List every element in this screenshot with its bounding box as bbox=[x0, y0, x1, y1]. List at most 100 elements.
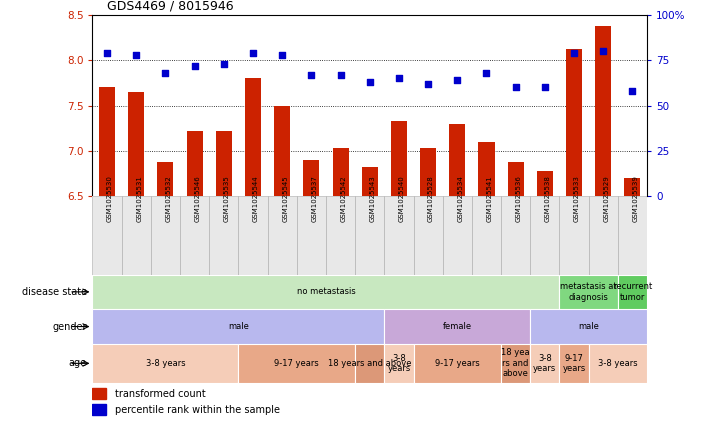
Bar bbox=[296, 196, 326, 275]
Bar bbox=[530, 309, 647, 344]
Bar bbox=[274, 106, 290, 196]
Bar bbox=[566, 49, 582, 196]
Text: GSM1025543: GSM1025543 bbox=[370, 175, 375, 222]
Text: 9-17 years: 9-17 years bbox=[274, 359, 319, 368]
Bar bbox=[501, 196, 530, 275]
Text: GSM1025540: GSM1025540 bbox=[399, 175, 405, 222]
Bar bbox=[362, 167, 378, 196]
Point bbox=[510, 84, 521, 91]
Bar bbox=[443, 196, 472, 275]
Point bbox=[597, 48, 609, 55]
Bar bbox=[560, 275, 618, 309]
Bar bbox=[501, 344, 530, 383]
Text: GSM1025535: GSM1025535 bbox=[224, 175, 230, 222]
Bar bbox=[595, 26, 611, 196]
Point bbox=[102, 49, 113, 56]
Text: GSM1025530: GSM1025530 bbox=[107, 175, 113, 222]
Text: gender: gender bbox=[53, 321, 87, 332]
Text: male: male bbox=[228, 322, 249, 331]
Text: GSM1025532: GSM1025532 bbox=[166, 175, 171, 222]
Point bbox=[306, 71, 317, 78]
Bar bbox=[414, 344, 501, 383]
Point bbox=[189, 62, 201, 69]
Text: 3-8
years: 3-8 years bbox=[387, 354, 410, 373]
Text: GSM1025539: GSM1025539 bbox=[632, 175, 638, 222]
Bar bbox=[180, 196, 209, 275]
Bar bbox=[618, 196, 647, 275]
Text: no metastasis: no metastasis bbox=[296, 287, 356, 297]
Bar bbox=[589, 344, 647, 383]
Bar bbox=[326, 196, 355, 275]
Bar bbox=[385, 309, 530, 344]
Point bbox=[277, 51, 288, 58]
Text: GSM1025528: GSM1025528 bbox=[428, 175, 434, 222]
Point bbox=[422, 80, 434, 87]
Text: 3-8 years: 3-8 years bbox=[146, 359, 185, 368]
Text: GSM1025536: GSM1025536 bbox=[515, 175, 522, 222]
Bar bbox=[385, 344, 414, 383]
Bar bbox=[420, 148, 436, 196]
Bar bbox=[267, 196, 296, 275]
Point bbox=[247, 49, 259, 56]
Bar bbox=[391, 121, 407, 196]
Text: disease state: disease state bbox=[22, 287, 87, 297]
Text: GSM1025544: GSM1025544 bbox=[253, 175, 259, 222]
Text: GSM1025537: GSM1025537 bbox=[311, 175, 317, 222]
Text: age: age bbox=[69, 358, 87, 368]
Bar bbox=[215, 131, 232, 196]
Bar bbox=[560, 344, 589, 383]
Bar bbox=[92, 404, 107, 415]
Bar bbox=[92, 344, 238, 383]
Bar bbox=[92, 196, 122, 275]
Bar bbox=[333, 148, 348, 196]
Bar bbox=[238, 344, 355, 383]
Text: GSM1025529: GSM1025529 bbox=[603, 175, 609, 222]
Text: GSM1025542: GSM1025542 bbox=[341, 175, 346, 222]
Text: recurrent
tumor: recurrent tumor bbox=[613, 282, 652, 302]
Bar bbox=[589, 196, 618, 275]
Bar bbox=[186, 131, 203, 196]
Point bbox=[451, 77, 463, 83]
Text: 3-8 years: 3-8 years bbox=[598, 359, 638, 368]
Text: metastasis at
diagnosis: metastasis at diagnosis bbox=[560, 282, 617, 302]
Text: 18 yea
rs and
above: 18 yea rs and above bbox=[501, 349, 530, 378]
Bar bbox=[449, 124, 465, 196]
Bar bbox=[530, 344, 560, 383]
Text: GSM1025531: GSM1025531 bbox=[137, 175, 142, 222]
Bar bbox=[122, 196, 151, 275]
Bar bbox=[92, 275, 560, 309]
Bar bbox=[479, 142, 494, 196]
Bar bbox=[414, 196, 443, 275]
Bar bbox=[472, 196, 501, 275]
Bar bbox=[92, 309, 385, 344]
Text: GDS4469 / 8015946: GDS4469 / 8015946 bbox=[107, 0, 233, 13]
Bar bbox=[508, 162, 524, 196]
Bar bbox=[618, 275, 647, 309]
Bar bbox=[151, 196, 180, 275]
Point bbox=[626, 88, 638, 94]
Text: GSM1025538: GSM1025538 bbox=[545, 175, 551, 222]
Point bbox=[335, 71, 346, 78]
Bar bbox=[530, 196, 560, 275]
Bar bbox=[209, 196, 238, 275]
Text: female: female bbox=[443, 322, 472, 331]
Point bbox=[131, 51, 142, 58]
Bar bbox=[245, 78, 261, 196]
Bar bbox=[560, 196, 589, 275]
Bar bbox=[157, 162, 173, 196]
Point bbox=[364, 79, 375, 85]
Text: 3-8
years: 3-8 years bbox=[533, 354, 557, 373]
Point bbox=[160, 69, 171, 76]
Bar bbox=[304, 160, 319, 196]
Bar bbox=[355, 344, 385, 383]
Point bbox=[568, 49, 579, 56]
Text: GSM1025541: GSM1025541 bbox=[486, 175, 493, 222]
Bar bbox=[238, 196, 267, 275]
Bar bbox=[92, 388, 107, 399]
Point bbox=[539, 84, 550, 91]
Bar bbox=[385, 196, 414, 275]
Bar bbox=[624, 178, 641, 196]
Text: 18 years and above: 18 years and above bbox=[328, 359, 412, 368]
Bar bbox=[537, 171, 553, 196]
Point bbox=[481, 69, 492, 76]
